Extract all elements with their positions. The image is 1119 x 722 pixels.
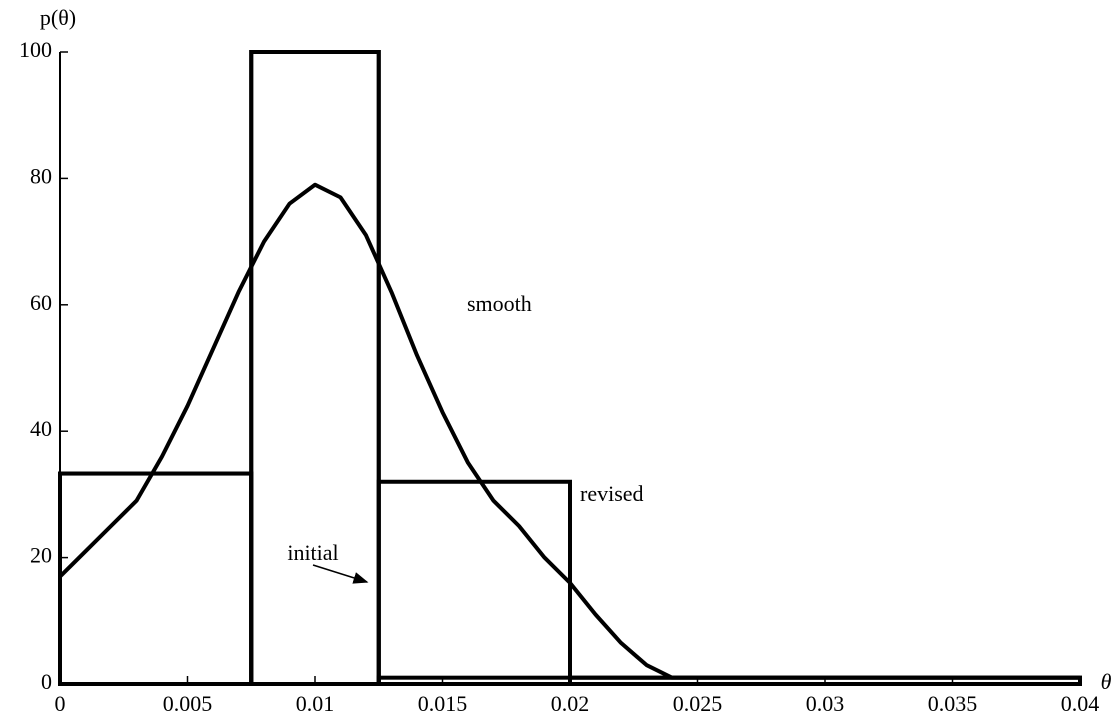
y-tick-label: 20 bbox=[30, 543, 52, 568]
histogram-bar bbox=[249, 50, 381, 686]
series-label: initial bbox=[287, 540, 338, 565]
histogram-bar bbox=[249, 50, 381, 686]
x-tick-label: 0.005 bbox=[163, 691, 213, 716]
histogram-bar bbox=[58, 471, 254, 686]
x-tick-label: 0.035 bbox=[928, 691, 978, 716]
x-axis-label: θ bbox=[1101, 669, 1112, 694]
y-tick-label: 60 bbox=[30, 290, 52, 315]
x-tick-label: 0.01 bbox=[296, 691, 335, 716]
x-tick-label: 0.015 bbox=[418, 691, 468, 716]
y-tick-label: 40 bbox=[30, 416, 52, 441]
x-tick-label: 0.02 bbox=[551, 691, 590, 716]
y-tick-label: 80 bbox=[30, 163, 52, 188]
y-tick-label: 0 bbox=[41, 669, 52, 694]
annotation-arrow bbox=[312, 564, 369, 584]
x-tick-label: 0.025 bbox=[673, 691, 723, 716]
series-label: smooth bbox=[467, 291, 532, 316]
y-tick-label: 100 bbox=[19, 37, 52, 62]
histogram-bar bbox=[58, 471, 254, 686]
smooth-curve bbox=[58, 182, 1080, 680]
x-tick-label: 0 bbox=[55, 691, 66, 716]
series-label: revised bbox=[580, 481, 644, 506]
y-axis-label: p(θ) bbox=[40, 5, 76, 30]
histogram-bar bbox=[376, 479, 572, 687]
x-tick-label: 0.03 bbox=[806, 691, 845, 716]
x-tick-label: 0.04 bbox=[1061, 691, 1100, 716]
